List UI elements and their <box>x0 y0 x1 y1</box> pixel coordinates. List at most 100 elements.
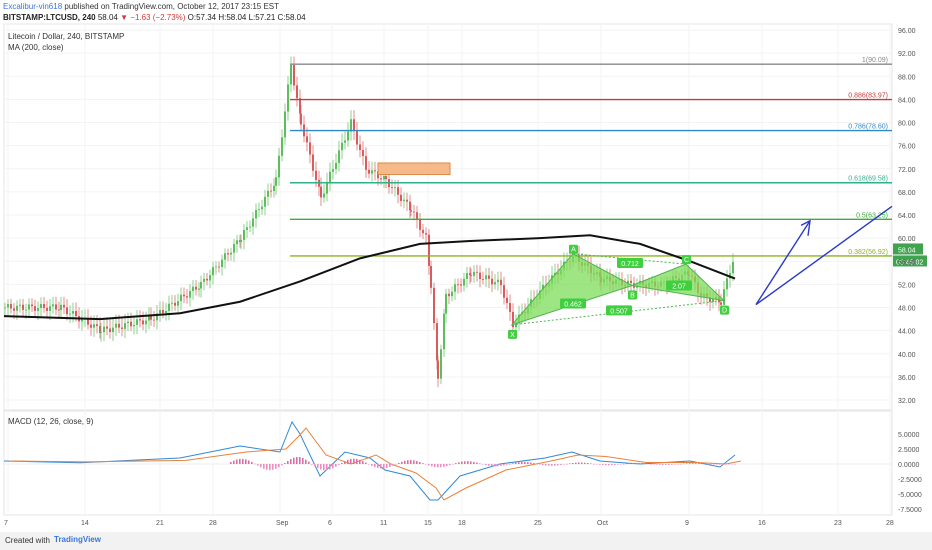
author-link[interactable]: Excalibur-vin618 <box>3 2 63 11</box>
y-tick-label: 92.00 <box>898 51 916 58</box>
candle-body <box>503 285 505 298</box>
candle-body <box>162 309 164 313</box>
macd-histogram-bar <box>272 464 274 470</box>
candle-body <box>433 287 435 324</box>
macd-histogram-bar <box>377 464 379 469</box>
macd-histogram-bar <box>431 464 433 467</box>
price-chart[interactable]: 1(90.09) 0.886(83.97) 0.786(78.60) 0.618(69… <box>0 0 932 532</box>
candle-body <box>100 332 102 333</box>
macd-histogram-bar <box>314 464 316 467</box>
macd-histogram-bar <box>680 463 682 465</box>
macd-histogram-bar <box>323 464 325 471</box>
macd-histogram-bar <box>638 462 640 464</box>
macd-histogram-bar <box>623 463 625 465</box>
macd-histogram-bar <box>560 464 562 465</box>
macd-histogram-bar <box>401 461 403 464</box>
macd-histogram-bar <box>446 464 448 467</box>
macd-histogram-bar <box>458 462 460 464</box>
macd-histogram-bar <box>704 463 706 465</box>
harmonic-point-badge <box>628 290 637 300</box>
candle-body <box>341 142 343 151</box>
tradingview-logo[interactable]: TradingView <box>54 535 101 544</box>
candle-body <box>309 142 311 155</box>
candle-body <box>192 286 194 292</box>
macd-histogram-bar <box>287 460 289 464</box>
macd-histogram-bar <box>509 463 511 465</box>
candle-body <box>709 297 711 303</box>
macd-histogram-bar <box>395 464 397 465</box>
candle-body <box>374 170 376 172</box>
candle-body <box>246 227 248 230</box>
macd-histogram-bar <box>305 459 307 464</box>
candle-body <box>13 308 15 311</box>
y-tick-label: 52.00 <box>898 282 916 289</box>
candle-body <box>240 239 242 243</box>
candle-body <box>296 85 298 99</box>
macd-histogram-bar <box>632 462 634 464</box>
macd-histogram-bar <box>389 464 391 468</box>
candle-body <box>359 144 361 151</box>
candle-body <box>171 302 173 304</box>
down-arrow-icon: ▼ <box>120 13 129 22</box>
x-tick-label: 18 <box>458 520 466 527</box>
y-tick-label: 40.00 <box>898 352 916 359</box>
countdown-label: 03:45:02 <box>896 259 923 266</box>
macd-histogram-bar <box>368 464 370 465</box>
macd-histogram-bar <box>716 464 718 465</box>
harmonic-point-label: X <box>510 332 515 339</box>
candle-body <box>287 84 289 112</box>
macd-histogram-bar <box>530 462 532 464</box>
macd-histogram-bar <box>554 464 556 466</box>
macd-histogram-bar <box>248 460 250 464</box>
macd-histogram-bar <box>524 461 526 464</box>
macd-histogram-bar <box>434 464 436 468</box>
macd-histogram-bar <box>659 464 661 465</box>
harmonic-point-label: A <box>571 247 576 254</box>
pattern-ratio-label: 2.07 <box>672 284 686 291</box>
candle-body <box>118 323 120 328</box>
macd-histogram-bar <box>500 464 502 466</box>
candle-body <box>37 308 39 311</box>
macd-histogram-bar <box>371 464 373 466</box>
macd-histogram-bar <box>662 464 664 465</box>
projection-arrow-line <box>755 205 893 306</box>
pattern-ratio-badge <box>617 257 643 268</box>
candle-body <box>87 318 89 325</box>
y-tick-label: 80.00 <box>898 121 916 128</box>
pattern-ratio-badge <box>560 298 586 309</box>
x-tick-label: 7 <box>4 520 8 527</box>
macd-histogram-bar <box>587 463 589 464</box>
candle-body <box>19 304 21 306</box>
candle-body <box>413 211 415 213</box>
macd-histogram-bar <box>407 460 409 464</box>
macd-histogram-bar <box>506 464 508 465</box>
macd-histogram-bar <box>236 459 238 464</box>
countdown-marker <box>893 255 927 267</box>
fib-level-label: 1(90.09) <box>862 57 888 64</box>
macd-y-tick-label: 0.0000 <box>898 462 920 469</box>
macd-histogram-bar <box>674 464 676 465</box>
y-tick-label: 44.00 <box>898 329 916 336</box>
x-tick-label: Oct <box>597 520 608 527</box>
macd-histogram-bar <box>344 461 346 464</box>
candle-body <box>712 299 714 303</box>
fib-level-label: 0.618(69.58) <box>848 176 888 183</box>
macd-histogram-bar <box>548 464 550 466</box>
macd-histogram-bar <box>233 460 235 464</box>
macd-histogram-bar <box>557 464 559 466</box>
candle-body <box>400 194 402 201</box>
candle-body <box>200 281 202 289</box>
macd-histogram-bar <box>725 464 727 465</box>
candle-body <box>186 296 188 298</box>
candle-body <box>52 304 54 307</box>
macd-histogram-bar <box>350 458 352 464</box>
ma-200-line <box>3 234 736 321</box>
candle-body <box>445 293 447 314</box>
macd-histogram-bar <box>692 463 694 464</box>
macd-histogram-bar <box>734 464 736 465</box>
harmonic-point-badge <box>720 305 729 315</box>
macd-histogram-bar <box>374 464 376 468</box>
macd-histogram-bar <box>467 461 469 464</box>
candle-body <box>81 318 83 322</box>
candle-body <box>406 199 408 202</box>
